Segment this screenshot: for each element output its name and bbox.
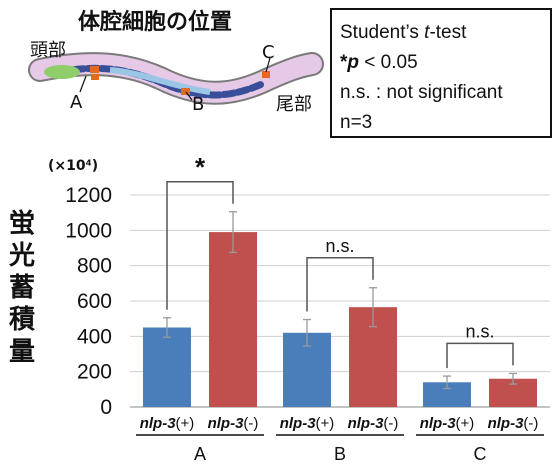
position-c-label: C xyxy=(262,42,275,63)
significance-bracket xyxy=(446,342,514,369)
worm-title: 体腔細胞の位置 xyxy=(78,10,233,35)
position-a-label: A xyxy=(70,92,83,113)
significance-label: n.s. xyxy=(325,236,354,256)
y-axis-ticks: 0 200 400 600 800 1000 1200 xyxy=(65,184,112,419)
bar-label: nlp-3(-) xyxy=(348,415,399,432)
significance-label: n.s. xyxy=(465,321,494,341)
group-label: C xyxy=(474,444,487,464)
y-tick-label: 1200 xyxy=(65,184,112,207)
significance-label: * xyxy=(195,152,206,182)
bar-label: nlp-3(+) xyxy=(420,415,475,432)
grid-lines xyxy=(130,194,550,408)
legend-significance-line: *p < 0.05 xyxy=(340,52,418,73)
group-label: A xyxy=(194,444,206,464)
y-axis-label: 蛍光蓄積量 xyxy=(8,209,35,367)
y-tick-label: 400 xyxy=(77,325,112,348)
legend-n-line: n=3 xyxy=(340,112,373,133)
significance-bracket xyxy=(166,181,234,310)
head-label: 頭部 xyxy=(30,40,66,61)
plot-area: 0 200 400 600 800 1000 1200 * n.s. n.s. nlp-3(+)… xyxy=(65,152,550,464)
significance-brackets: * n.s. n.s. xyxy=(166,152,514,369)
legend-box: Student’s t-test *p < 0.05 n.s. : not si… xyxy=(330,8,552,138)
bar-label: nlp-3(-) xyxy=(208,415,259,432)
worm-illustration xyxy=(28,52,324,105)
bar-label: nlp-3(+) xyxy=(140,415,195,432)
y-tick-label: 800 xyxy=(77,255,112,278)
y-tick-label: 1000 xyxy=(65,219,112,242)
legend-ns-line: n.s. : not significant xyxy=(340,82,503,103)
significance-bracket xyxy=(306,257,374,312)
y-unit-label: (×10⁴) xyxy=(48,158,98,174)
bars xyxy=(143,211,537,407)
bar-label: nlp-3(+) xyxy=(280,415,335,432)
bar xyxy=(209,232,257,407)
bar xyxy=(143,327,191,407)
y-tick-label: 200 xyxy=(77,361,112,384)
y-tick-label: 600 xyxy=(77,290,112,313)
y-tick-label: 0 xyxy=(100,396,112,419)
group-label: B xyxy=(334,444,346,464)
position-b-label: B xyxy=(192,94,205,115)
tail-label: 尾部 xyxy=(276,94,312,115)
bar-label: nlp-3(-) xyxy=(488,415,539,432)
legend-test-line: Student’s t-test xyxy=(340,22,467,43)
